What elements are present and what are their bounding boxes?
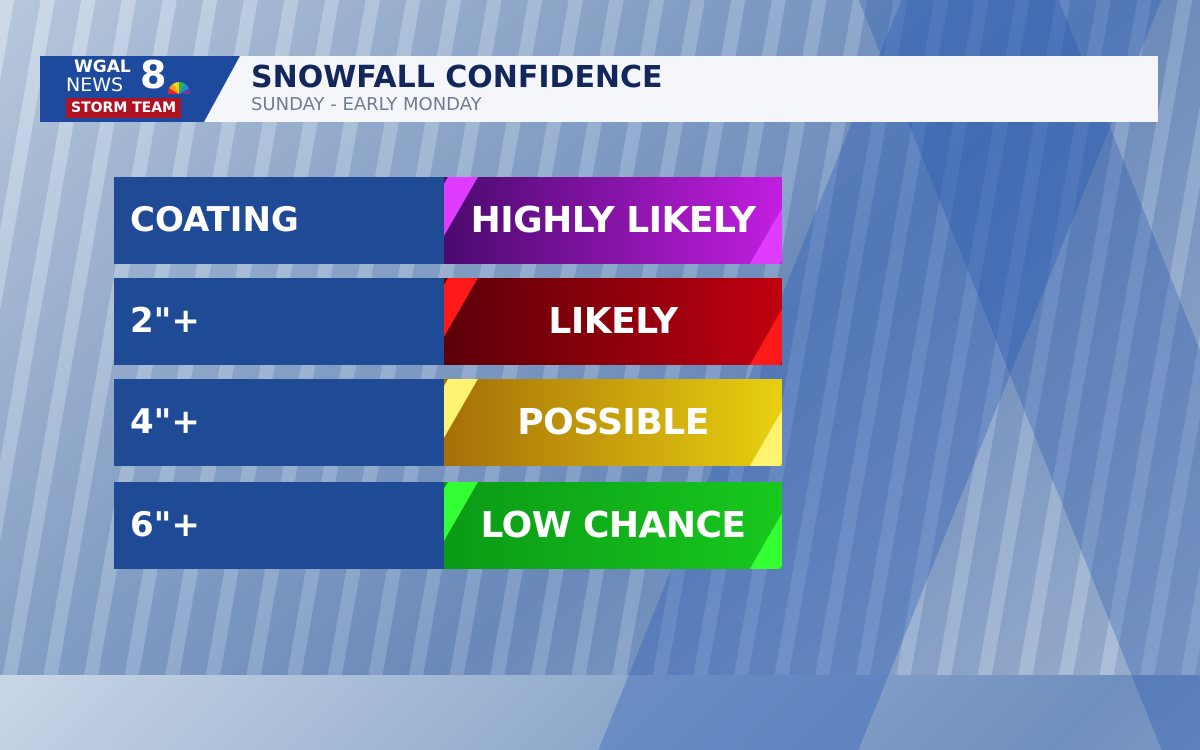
- confidence-label: HIGHLY LIKELY: [470, 200, 756, 241]
- snow-amount: 4"+: [114, 379, 444, 466]
- nbc-peacock-icon: [168, 82, 190, 94]
- accent-stripe: [444, 379, 490, 466]
- confidence-level: LIKELY: [444, 278, 782, 365]
- confidence-label: LIKELY: [548, 301, 678, 342]
- confidence-level: POSSIBLE: [444, 379, 782, 466]
- snow-amount: COATING: [114, 177, 444, 264]
- snow-amount: 6"+: [114, 482, 444, 569]
- accent-stripe: [444, 278, 490, 365]
- confidence-level: HIGHLY LIKELY: [444, 177, 782, 264]
- confidence-row: COATING HIGHLY LIKELY: [114, 177, 782, 264]
- confidence-label: LOW CHANCE: [480, 505, 746, 546]
- confidence-label: POSSIBLE: [517, 402, 709, 443]
- storm-team-badge: STORM TEAM: [66, 98, 181, 118]
- accent-stripe: [736, 379, 782, 466]
- snow-amount: 2"+: [114, 278, 444, 365]
- confidence-row: 6"+ LOW CHANCE: [114, 482, 782, 569]
- page-subtitle: SUNDAY - EARLY MONDAY: [251, 94, 482, 115]
- page-title: SNOWFALL CONFIDENCE: [251, 60, 663, 95]
- logo-text: NEWS: [66, 74, 124, 96]
- confidence-row: 4"+ POSSIBLE: [114, 379, 782, 466]
- logo-number: 8: [140, 53, 167, 97]
- accent-stripe: [736, 278, 782, 365]
- confidence-row: 2"+ LIKELY: [114, 278, 782, 365]
- logo-text: WGAL: [74, 57, 131, 77]
- confidence-level: LOW CHANCE: [444, 482, 782, 569]
- header-bar: WGAL NEWS 8 STORM TEAM SNOWFALL CONFIDEN…: [40, 56, 1158, 122]
- station-logo: WGAL NEWS 8 STORM TEAM: [40, 56, 240, 122]
